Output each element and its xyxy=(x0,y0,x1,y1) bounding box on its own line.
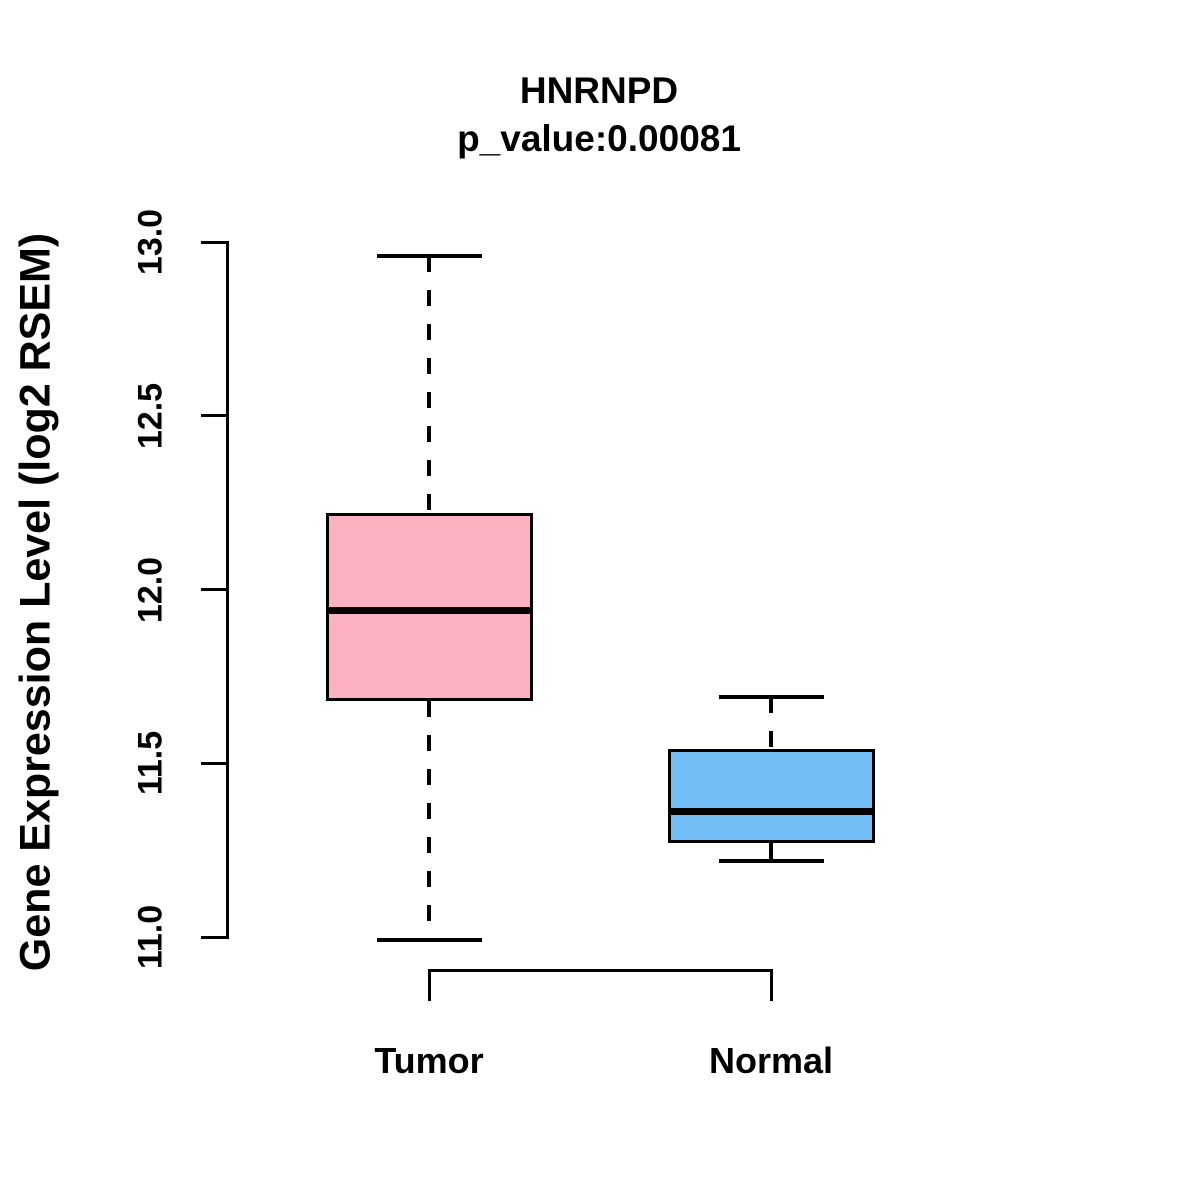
chart-subtitle: p_value:0.00081 xyxy=(457,118,741,159)
y-tick-mark xyxy=(201,240,226,244)
y-tick-label: 11.5 xyxy=(131,731,170,796)
y-axis-title: Gene Expression Level (log2 RSEM) xyxy=(11,232,60,972)
box-normal xyxy=(667,749,875,844)
upper-whisker-cap xyxy=(376,253,482,258)
median-line xyxy=(325,606,533,614)
x-category-label: Tumor xyxy=(374,1040,484,1081)
y-tick-mark xyxy=(201,588,226,591)
upper-whisker xyxy=(427,255,431,514)
y-tick-label: 12.5 xyxy=(131,382,170,449)
lower-whisker xyxy=(769,843,773,861)
y-tick-mark xyxy=(201,935,226,939)
x-axis-line xyxy=(427,969,773,972)
y-tick-label: 12.0 xyxy=(131,556,170,623)
median-line xyxy=(667,808,875,816)
upper-whisker xyxy=(769,697,773,750)
x-category-label: Normal xyxy=(708,1040,834,1081)
y-tick-label: 11.0 xyxy=(131,904,170,970)
y-axis-line xyxy=(226,240,229,939)
y-tick-label: 13.0 xyxy=(131,208,170,276)
y-tick-mark xyxy=(201,761,226,765)
upper-whisker-cap xyxy=(718,695,824,700)
x-tick-mark xyxy=(427,969,431,1001)
y-tick-mark xyxy=(201,414,226,418)
x-tick-mark xyxy=(769,969,773,1001)
chart-title: HNRNPD xyxy=(519,70,679,111)
lower-whisker-cap xyxy=(376,938,482,943)
lower-whisker-cap xyxy=(718,858,824,863)
lower-whisker xyxy=(427,700,431,941)
